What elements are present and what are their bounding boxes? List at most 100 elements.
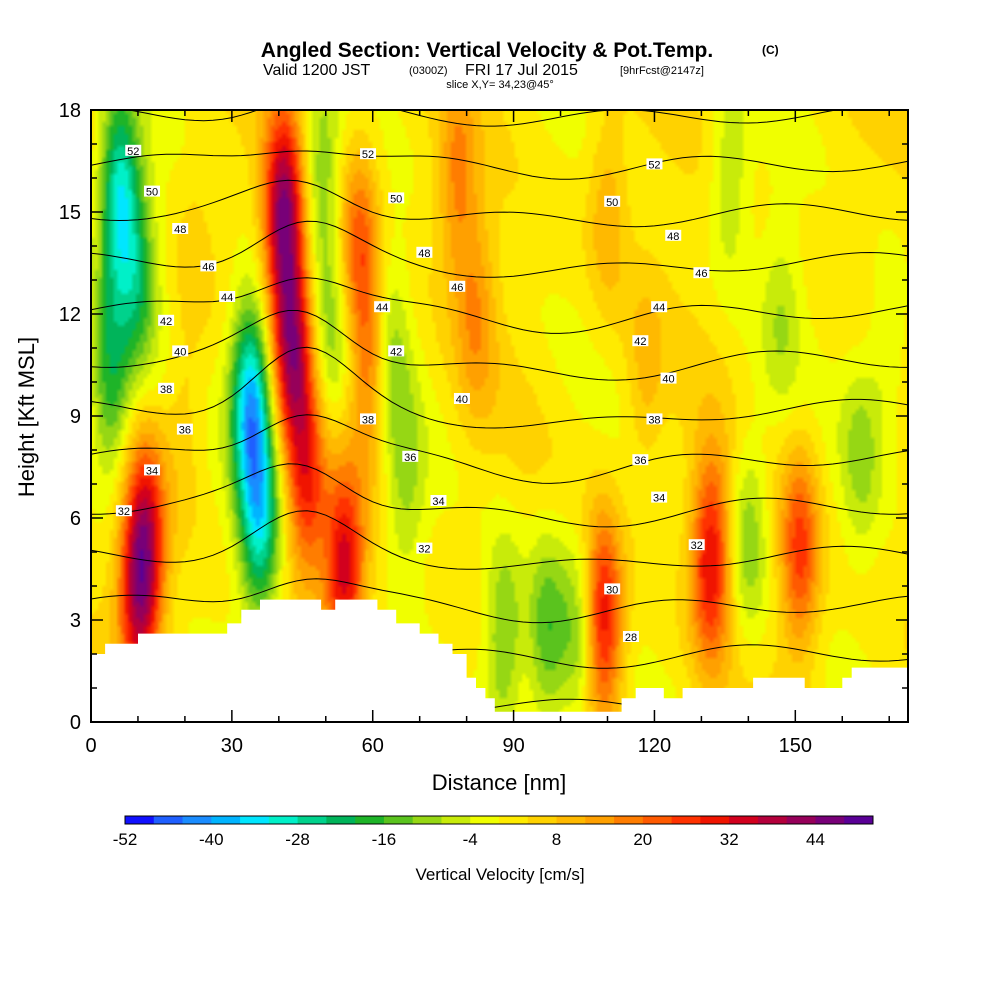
potential-temperature-contours [91, 110, 908, 713]
y-axis-label: Height [Kft MSL] [14, 337, 39, 497]
colorbar-swatch [125, 816, 155, 824]
contour-label-box [158, 382, 175, 394]
colorbar-swatch [757, 816, 788, 824]
contour-label-text: 42 [160, 316, 172, 328]
contour-label-box [622, 631, 639, 642]
contour-label-text: 48 [667, 231, 679, 243]
colorbar-swatch [211, 816, 241, 824]
colorbar-swatch [383, 816, 414, 824]
terrain-mask [91, 599, 908, 722]
y-tick-label: 3 [70, 610, 81, 632]
y-tick-label: 0 [70, 712, 81, 734]
contour-label-text: 40 [174, 346, 186, 358]
contour-label-text: 52 [362, 149, 374, 161]
contour-label: 52 [646, 158, 663, 171]
contour-label: 44 [374, 301, 391, 314]
contour-label-box [693, 267, 710, 279]
contour-label-box [449, 280, 466, 292]
contour-label: 40 [172, 345, 189, 358]
contour-label-text: 46 [202, 261, 214, 273]
contour-label: 28 [622, 631, 639, 644]
contour-label-text: 46 [695, 268, 707, 280]
contour-label-text: 52 [127, 146, 139, 158]
plot-area: 28 30 32 32 32 34 34 34 36 36 36 38 38 38 40 40 40 42 42 42… [91, 110, 908, 722]
contour-label-box [416, 542, 433, 554]
colorbar-tick-label: -16 [372, 830, 397, 849]
colorbar-tick-label: 20 [633, 830, 652, 849]
contour-label: 42 [388, 345, 405, 358]
contour-label-text: 38 [362, 414, 374, 426]
contour-label-box [660, 372, 677, 384]
contour-label-box [604, 583, 621, 595]
colorbar-swatch [786, 816, 816, 824]
contour-label-box [125, 144, 142, 156]
contour-label-text: 46 [451, 282, 463, 294]
theta-contour-line [91, 510, 908, 570]
x-tick-label: 120 [638, 735, 671, 757]
contour-label-box [360, 148, 377, 160]
contour-label-box [360, 413, 377, 425]
contour-label-box [374, 301, 391, 313]
contour-label: 32 [115, 505, 132, 518]
colorbar-swatch [642, 816, 673, 824]
contour-label: 44 [651, 301, 668, 314]
colorbar-swatch [700, 816, 730, 824]
contour-label-box [388, 345, 405, 357]
theta-contour-line [91, 578, 908, 624]
colorbar-swatch [499, 816, 529, 824]
x-axis: 0 30 60 90 120 150 [85, 110, 890, 757]
chart-title: Angled Section: Vertical Velocity & Pot.… [261, 39, 713, 62]
contour-label-box [665, 229, 682, 241]
colorbar-swatch [182, 816, 212, 824]
y-tick-label: 9 [70, 406, 81, 428]
contour-label-box [200, 260, 217, 272]
contour-label-text: 36 [179, 425, 191, 437]
contour-label: 36 [402, 450, 419, 464]
colorbar-tick-label: 44 [806, 830, 825, 849]
contour-label-text: 36 [634, 455, 646, 467]
theta-contour-line [91, 346, 908, 429]
contour-label: 52 [125, 144, 142, 158]
contour-label-box [388, 192, 405, 204]
contour-label: 48 [416, 246, 433, 260]
colorbar-swatch [671, 816, 701, 824]
contour-label-text: 42 [390, 346, 402, 358]
theta-contour-line [91, 150, 908, 180]
contour-label-text: 50 [146, 187, 158, 199]
chart-subtitle-valid: Valid 1200 JST [263, 62, 371, 79]
contour-label-text: 36 [404, 452, 416, 464]
theta-contour-line [91, 310, 908, 381]
contour-label-box [651, 491, 668, 503]
y-tick-label: 18 [59, 100, 81, 122]
colorbar-tick-label: -4 [463, 830, 478, 849]
contour-label-text: 48 [174, 224, 186, 236]
contour-label-text: 50 [390, 193, 402, 205]
chart-title-units: (C) [762, 43, 779, 57]
contour-label-text: 32 [418, 544, 430, 556]
contour-label: 32 [688, 539, 705, 552]
contour-label: 52 [360, 148, 377, 161]
contour-label: 46 [449, 280, 466, 294]
contour-label-text: 44 [653, 302, 665, 314]
colorbar-swatch [614, 816, 644, 824]
contour-label: 48 [172, 223, 189, 236]
theta-contour-line [91, 179, 908, 228]
contour-label: 50 [604, 195, 621, 209]
contour-label: 32 [416, 542, 433, 556]
contour-label-box [651, 301, 668, 313]
contour-label-text: 34 [653, 493, 665, 505]
colorbar-swatch [815, 816, 845, 824]
chart-subtitle-date: FRI 17 Jul 2015 [465, 62, 578, 79]
colorbar-tick-label: -40 [199, 830, 224, 849]
contour-label: 42 [632, 335, 649, 348]
contour-label: 34 [651, 491, 668, 505]
colorbar-tick-label: 32 [720, 830, 739, 849]
x-axis-label: Distance [nm] [432, 770, 567, 795]
chart-slice-label: slice X,Y= 34,23@45° [446, 79, 554, 91]
contour-label-box [144, 464, 161, 476]
contour-label: 46 [693, 267, 710, 280]
contour-label-text: 44 [221, 292, 233, 304]
contour-label-text: 40 [662, 374, 674, 386]
contour-label: 36 [632, 454, 649, 467]
